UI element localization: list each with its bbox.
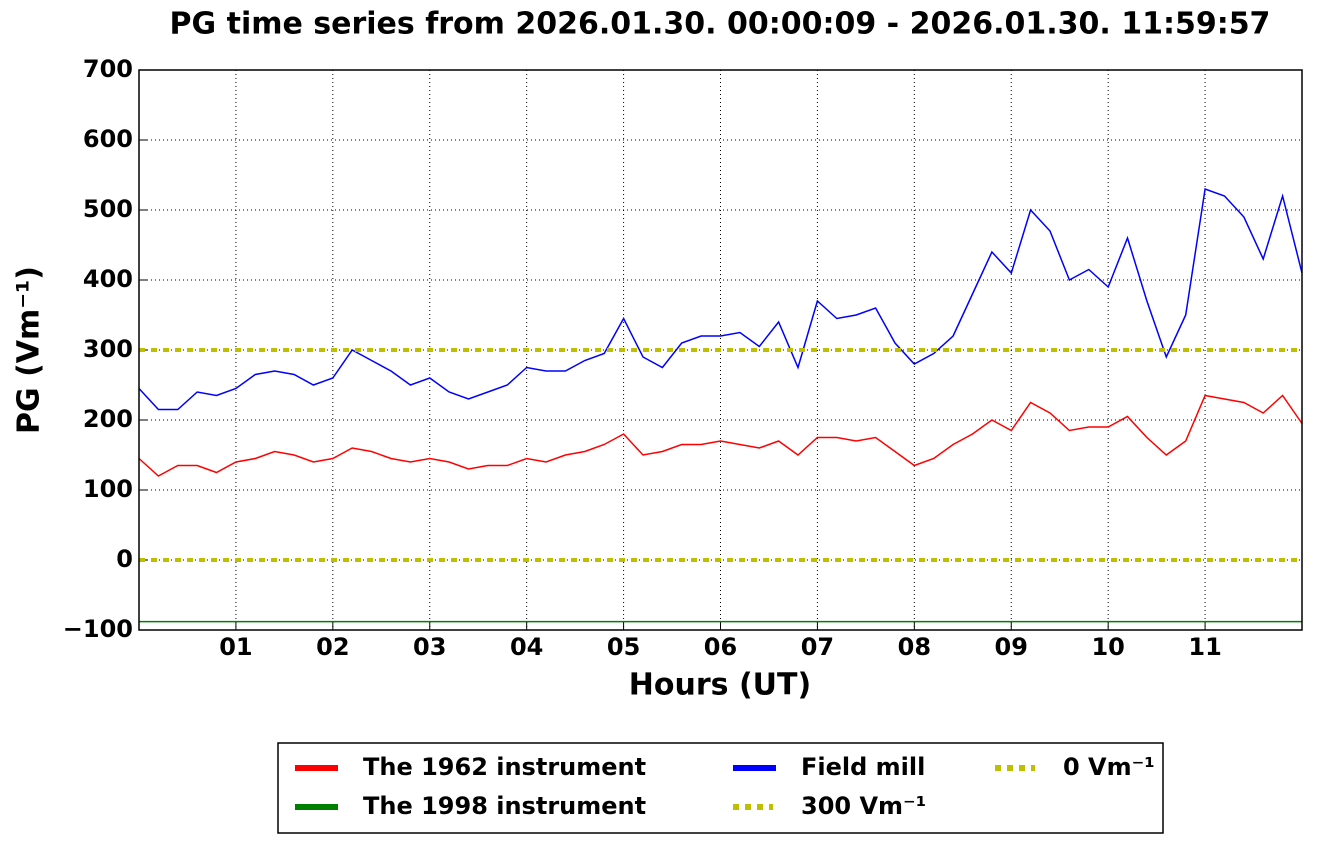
chart-title: PG time series from 2026.01.30. 00:00:09… [170, 7, 1271, 42]
series-line [138, 187, 1303, 411]
y-tick-label: 0 [116, 545, 133, 573]
legend-label: The 1962 instrument [363, 753, 646, 781]
x-tick-label: 10 [1091, 633, 1124, 661]
series-line [138, 394, 1303, 477]
x-tick-label: 01 [219, 633, 252, 661]
y-tick-label: 700 [83, 55, 133, 83]
x-tick-label: 03 [413, 633, 446, 661]
x-tick-label: 04 [510, 633, 543, 661]
plot-frame [138, 69, 1303, 631]
y-tick-label: 300 [83, 335, 133, 363]
x-tick-label: 08 [898, 633, 931, 661]
x-tick-label: 07 [801, 633, 834, 661]
x-tick-label: 06 [704, 633, 737, 661]
y-tick-label: −100 [63, 615, 133, 643]
x-tick-label: 05 [607, 633, 640, 661]
x-tick-label: 11 [1188, 633, 1221, 661]
legend-label: Field mill [801, 753, 925, 781]
x-axis-label: Hours (UT) [629, 668, 811, 703]
legend-label: 300 Vm⁻¹ [801, 792, 926, 820]
x-tick-label: 09 [995, 633, 1028, 661]
y-tick-label: 100 [83, 475, 133, 503]
y-tick-label: 200 [83, 405, 133, 433]
legend-label: The 1998 instrument [363, 792, 646, 820]
legend-box [277, 742, 1164, 834]
y-tick-label: 500 [83, 195, 133, 223]
y-tick-label: 600 [83, 125, 133, 153]
x-tick-label: 02 [316, 633, 349, 661]
y-axis-label: PG (Vm⁻¹) [12, 266, 47, 434]
y-tick-label: 400 [83, 265, 133, 293]
legend-label: 0 Vm⁻¹ [1063, 753, 1155, 781]
